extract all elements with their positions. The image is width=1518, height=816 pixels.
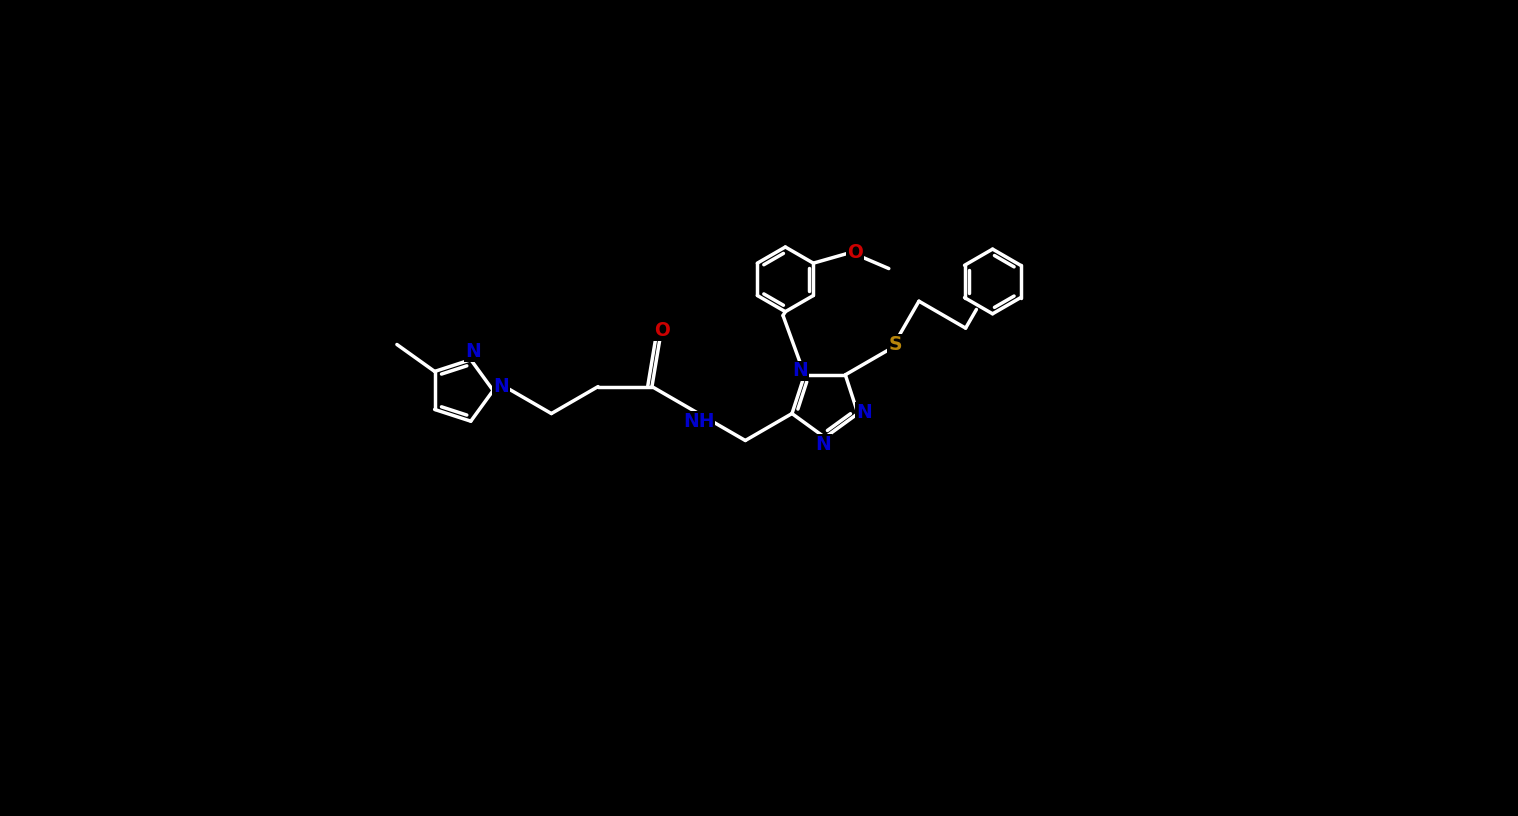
Text: N: N <box>493 377 509 396</box>
Text: N: N <box>792 361 808 380</box>
Text: S: S <box>888 335 902 353</box>
Text: O: O <box>847 243 862 262</box>
Text: NH: NH <box>683 412 715 431</box>
Text: O: O <box>654 321 669 340</box>
Text: N: N <box>815 435 832 454</box>
Text: N: N <box>465 343 481 361</box>
Text: N: N <box>856 402 871 422</box>
